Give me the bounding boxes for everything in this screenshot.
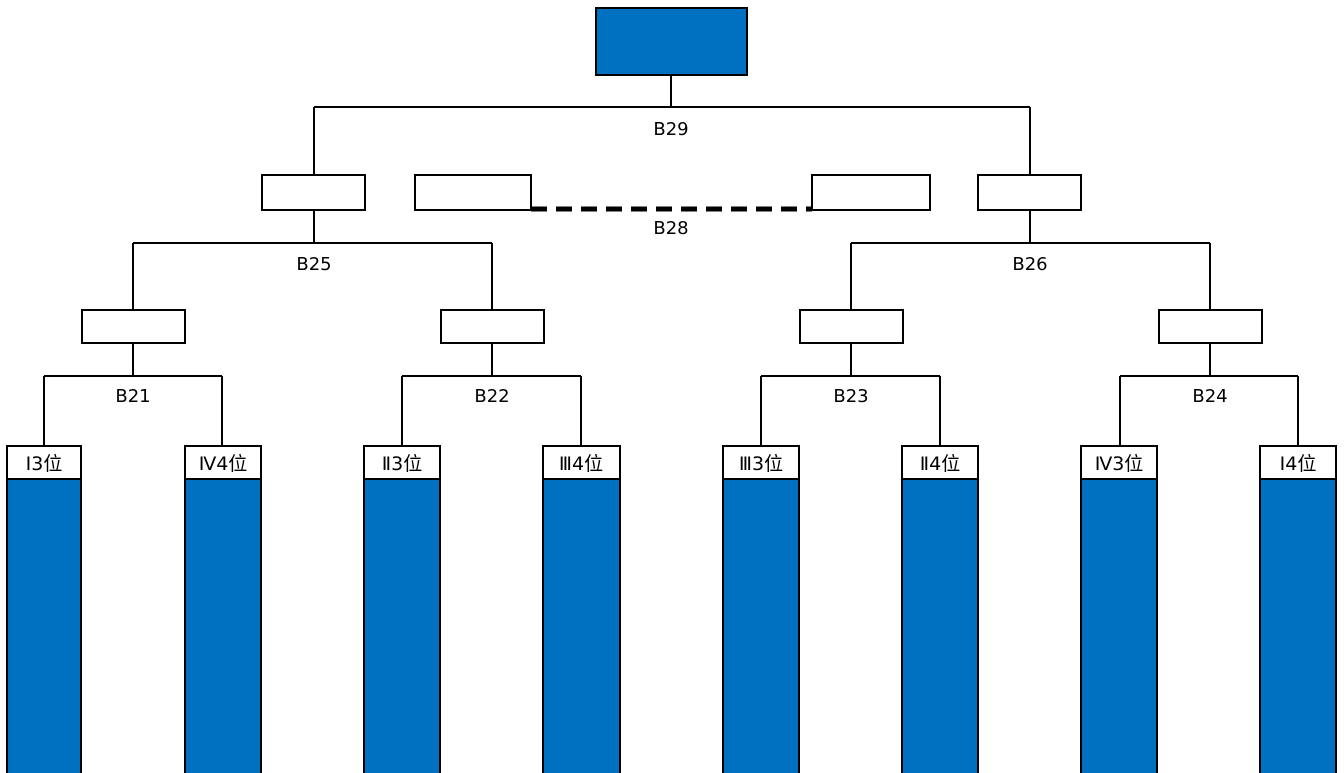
semifinal-box-left	[261, 174, 366, 211]
quarterfinal-box-3	[799, 309, 904, 344]
seed-3: Ⅱ3位	[363, 445, 441, 773]
seed-8: Ⅰ4位	[1259, 445, 1337, 773]
match-label-b26: B26	[1012, 254, 1047, 275]
final-connector	[313, 75, 1031, 175]
seed-label: Ⅲ3位	[739, 453, 783, 475]
seed-column	[722, 478, 800, 773]
quarterfinal-connector-2	[401, 343, 582, 446]
seed-label: Ⅲ4位	[559, 453, 603, 475]
seed-column	[542, 478, 621, 773]
seed-7: Ⅳ3位	[1080, 445, 1158, 773]
quarterfinal-box-2	[440, 309, 545, 344]
quarterfinal-connector-4	[1119, 343, 1299, 446]
semifinal-box-right	[977, 174, 1082, 211]
match-label-b23: B23	[833, 386, 868, 407]
seed-4: Ⅲ4位	[542, 445, 621, 773]
quarterfinal-connector-3	[760, 343, 941, 446]
match-label-b25: B25	[296, 254, 331, 275]
quarterfinal-box-4	[1158, 309, 1263, 344]
third-place-box-left	[414, 174, 532, 211]
seed-5: Ⅲ3位	[722, 445, 800, 773]
seed-6: Ⅱ4位	[901, 445, 979, 773]
seed-column	[184, 478, 262, 773]
seed-1: Ⅰ3位	[6, 445, 82, 773]
seed-label: Ⅰ4位	[1280, 453, 1317, 475]
champion-box	[595, 7, 748, 76]
seed-label-box	[901, 445, 979, 480]
seed-column	[6, 478, 82, 773]
quarterfinal-box-1	[81, 309, 186, 344]
match-label-b24: B24	[1192, 386, 1227, 407]
seed-label: Ⅱ4位	[920, 453, 960, 475]
seed-column	[1259, 478, 1337, 773]
match-label-b22: B22	[474, 386, 509, 407]
third-place-box-right	[811, 174, 931, 211]
match-label-b21: B21	[115, 386, 150, 407]
seed-label-box	[6, 445, 82, 480]
semifinal-connector-right	[850, 210, 1211, 310]
seed-label: Ⅳ4位	[199, 453, 248, 475]
seed-label-box	[722, 445, 800, 480]
seed-2: Ⅳ4位	[184, 445, 262, 773]
semifinal-connector-left	[132, 210, 493, 310]
seed-label-box	[363, 445, 441, 480]
match-label-b29: B29	[653, 119, 688, 140]
quarterfinal-connector-1	[43, 343, 223, 446]
seed-column	[363, 478, 441, 773]
seed-label: Ⅰ3位	[26, 453, 63, 475]
seed-column	[1080, 478, 1158, 773]
seed-label: Ⅳ3位	[1095, 453, 1144, 475]
seed-label-box	[1080, 445, 1158, 480]
match-label-b28: B28	[653, 218, 688, 239]
seed-label: Ⅱ3位	[382, 453, 422, 475]
seed-column	[901, 478, 979, 773]
